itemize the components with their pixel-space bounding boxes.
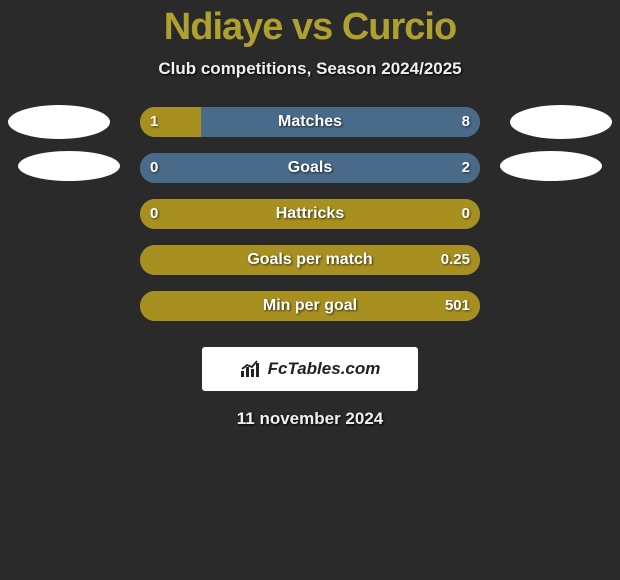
stat-value-right: 2 — [462, 153, 470, 183]
stat-label: Min per goal — [140, 291, 480, 321]
comparison-title: Ndiaye vs Curcio — [0, 6, 620, 49]
watermark-text: FcTables.com — [268, 359, 381, 379]
subtitle: Club competitions, Season 2024/2025 — [0, 59, 620, 79]
stat-label: Goals per match — [140, 245, 480, 275]
stat-label: Matches — [140, 107, 480, 137]
player1-name: Ndiaye — [164, 6, 283, 48]
chart-icon — [240, 360, 262, 378]
stat-label: Goals — [140, 153, 480, 183]
vs-separator: vs — [292, 6, 332, 48]
stat-value-right: 0 — [462, 199, 470, 229]
stat-value-right: 501 — [445, 291, 470, 321]
stat-value-right: 8 — [462, 107, 470, 137]
stat-row: 0Goals2 — [0, 153, 620, 183]
stat-row: 0Hattricks0 — [0, 199, 620, 229]
stat-value-left: 1 — [150, 107, 158, 137]
date-label: 11 november 2024 — [0, 409, 620, 429]
stat-value-left: 0 — [150, 199, 158, 229]
stat-label: Hattricks — [140, 199, 480, 229]
stat-value-right: 0.25 — [441, 245, 470, 275]
player2-name: Curcio — [342, 6, 456, 48]
watermark-badge: FcTables.com — [202, 347, 418, 391]
stat-value-left: 0 — [150, 153, 158, 183]
stat-row: Min per goal501 — [0, 291, 620, 321]
stat-row: Goals per match0.25 — [0, 245, 620, 275]
stats-content: 1Matches80Goals20Hattricks0Goals per mat… — [0, 107, 620, 321]
stat-row: 1Matches8 — [0, 107, 620, 137]
